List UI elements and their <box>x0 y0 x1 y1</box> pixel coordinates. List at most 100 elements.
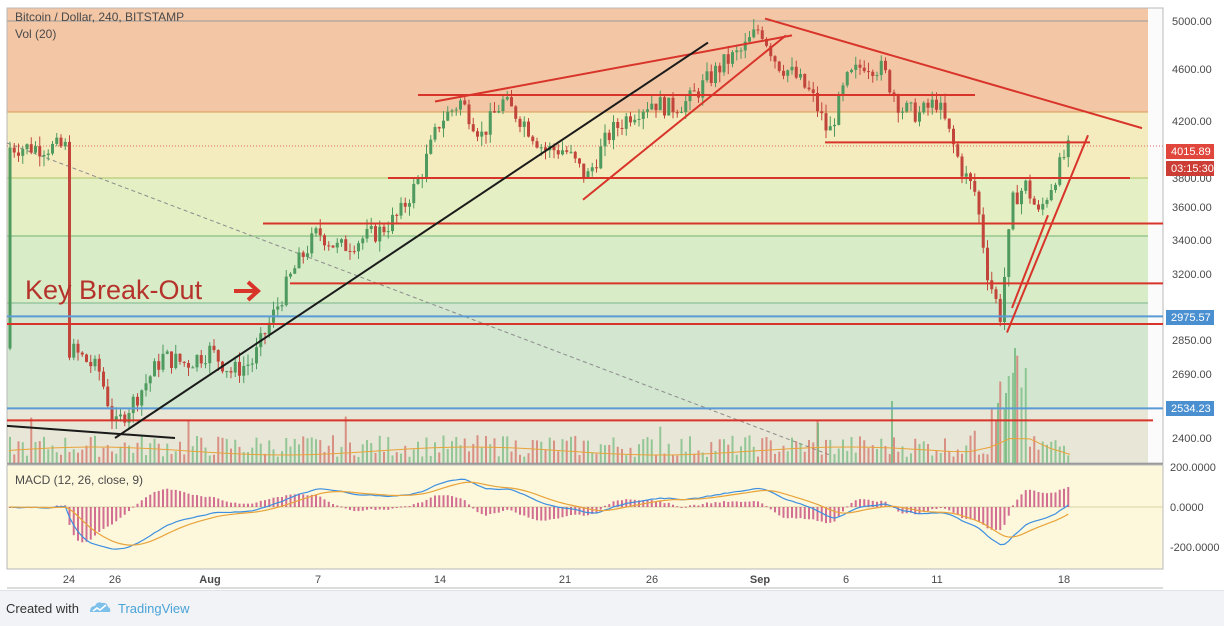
macd-histogram-bar <box>799 507 802 519</box>
macd-histogram-bar <box>251 503 254 507</box>
candle-body <box>901 111 904 113</box>
volume-bar <box>740 446 742 463</box>
candle-body <box>833 124 836 127</box>
candle-body <box>926 102 930 108</box>
volume-bar <box>225 438 228 463</box>
macd-histogram-bar <box>693 504 696 507</box>
candle-body <box>267 322 271 335</box>
volume-bar <box>451 441 453 463</box>
candle-body <box>442 120 445 129</box>
macd-histogram-bar <box>349 507 351 510</box>
x-tick-label: 18 <box>1058 574 1070 586</box>
candle-body <box>544 147 547 151</box>
candle-body <box>429 139 433 154</box>
macd-axis: 200.0000 0.0000 -200.0000 <box>1170 462 1220 554</box>
macd-histogram-bar <box>1024 490 1027 507</box>
candle-body <box>399 202 403 216</box>
volume-bar <box>421 456 424 463</box>
volume-bar <box>825 439 827 463</box>
volume-average <box>9 438 1071 456</box>
volume-bar <box>357 456 360 463</box>
volume-bar <box>442 435 445 463</box>
candle-body <box>12 147 16 153</box>
volume-bar <box>731 435 734 463</box>
candle-body <box>922 102 926 113</box>
volume-bar <box>901 446 904 463</box>
candle-body <box>136 396 139 406</box>
macd-histogram-bar <box>672 504 674 507</box>
volume-bar <box>404 445 407 463</box>
tradingview-link[interactable]: TradingView <box>118 601 190 616</box>
candle-body <box>994 289 998 299</box>
tradingview-logo-icon[interactable] <box>88 599 112 615</box>
macd-histogram-bar <box>1020 494 1023 507</box>
macd-histogram-bar <box>854 500 857 507</box>
volume-bar <box>612 437 615 463</box>
volume-bar <box>302 436 305 463</box>
volume-bar <box>799 443 802 463</box>
candle-body <box>960 156 964 177</box>
volume-bar <box>854 452 857 463</box>
candle-body <box>650 103 654 110</box>
candle-body <box>561 150 564 155</box>
macd-histogram-bar <box>319 496 322 507</box>
candle-body <box>238 361 241 376</box>
volume-bar <box>693 453 696 463</box>
macd-histogram-bar <box>1050 492 1053 507</box>
candle-body <box>293 268 297 274</box>
candle-body <box>318 228 322 236</box>
candle-body <box>119 414 122 417</box>
candle-body <box>718 65 722 73</box>
macd-histogram-bar <box>442 495 445 507</box>
band <box>7 112 1148 178</box>
macd-histogram-bar <box>697 505 700 507</box>
macd-histogram-bar <box>570 507 572 516</box>
macd-histogram-bar <box>608 504 611 507</box>
macd-tick-label: -200.0000 <box>1170 542 1220 554</box>
candle-body <box>977 191 981 215</box>
candle-body <box>654 103 658 111</box>
volume-bar <box>629 447 632 463</box>
volume-bar <box>327 445 330 463</box>
macd-histogram-bar <box>310 494 313 507</box>
candle-body <box>811 89 815 93</box>
countdown-tag: 03:15:30 <box>1166 161 1214 176</box>
candle-body <box>484 131 488 135</box>
volume-bar <box>897 451 900 463</box>
x-tick-label: 21 <box>559 574 571 586</box>
volume-bar <box>455 437 458 463</box>
macd-histogram-bar <box>803 507 806 520</box>
macd-histogram-bar <box>740 501 742 507</box>
macd-histogram-bar <box>149 494 152 507</box>
volume-bar <box>136 442 139 463</box>
candle-body <box>216 350 220 362</box>
volume-bar <box>769 440 772 463</box>
macd-histogram-bar <box>391 507 394 509</box>
volume-bar <box>493 438 496 463</box>
macd-histogram-bar <box>451 496 453 507</box>
volume-bar <box>255 437 258 463</box>
volume-bar <box>536 440 538 463</box>
volume-bar <box>60 454 62 463</box>
candle-body <box>284 276 288 306</box>
macd-histogram-bar <box>599 507 602 510</box>
candle-body <box>21 149 25 156</box>
macd-histogram-bar <box>655 501 657 507</box>
volume-bar <box>973 430 976 463</box>
volume-bar <box>871 445 874 463</box>
candle-body <box>450 110 454 112</box>
macd-histogram-bar <box>485 507 487 516</box>
candle-body <box>306 253 309 257</box>
candle-body <box>884 60 887 71</box>
volume-bar <box>140 436 143 463</box>
volume-bar <box>833 454 836 463</box>
candle-body <box>935 99 938 110</box>
candle-body <box>769 45 773 57</box>
candle-body <box>170 351 173 368</box>
macd-histogram-bar <box>910 507 912 513</box>
volume-bar <box>383 451 385 463</box>
volume-bar <box>625 455 628 463</box>
macd-histogram-bar <box>536 507 538 521</box>
candle-body <box>174 353 178 368</box>
volume-bars <box>9 348 1071 463</box>
